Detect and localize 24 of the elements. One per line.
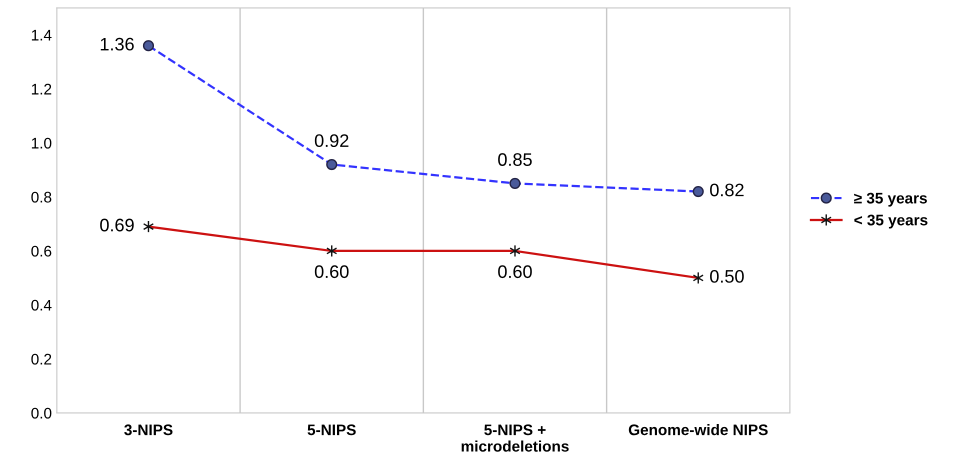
data-label: 0.85: [498, 153, 532, 166]
y-tick-label: 0.2: [31, 354, 52, 365]
data-label: 1.36: [100, 38, 134, 51]
data-label: 0.69: [100, 218, 134, 232]
y-tick-label: 0.0: [31, 408, 52, 419]
y-tick-label: 1.4: [32, 30, 52, 40]
legend-label: < 35 years: [854, 214, 928, 228]
x-tick-label: 5-NIPS: [308, 424, 356, 436]
y-tick-label: 0.8: [31, 192, 52, 203]
point: [326, 244, 338, 258]
y-tick-label: 0.4: [31, 300, 52, 311]
point: [692, 272, 704, 284]
y-tick-label: 1.2: [32, 84, 52, 94]
x-tick-label: 5-NIPS + microdeletions: [462, 424, 569, 452]
data-label: 0.50: [710, 270, 744, 283]
data-label: 0.82: [710, 184, 744, 196]
legend-label: ≥ 35 years: [854, 192, 927, 207]
y-tick-label: 1.0: [32, 138, 52, 149]
data-label: 0.60: [314, 265, 349, 278]
data-label: 0.60: [498, 265, 532, 278]
y-tick-label: 0.6: [31, 246, 52, 257]
x-tick-label: 3-NIPS: [124, 424, 172, 436]
x-tick-label: Genome-wide NIPS: [628, 424, 768, 436]
data-label: 0.92: [314, 134, 348, 148]
